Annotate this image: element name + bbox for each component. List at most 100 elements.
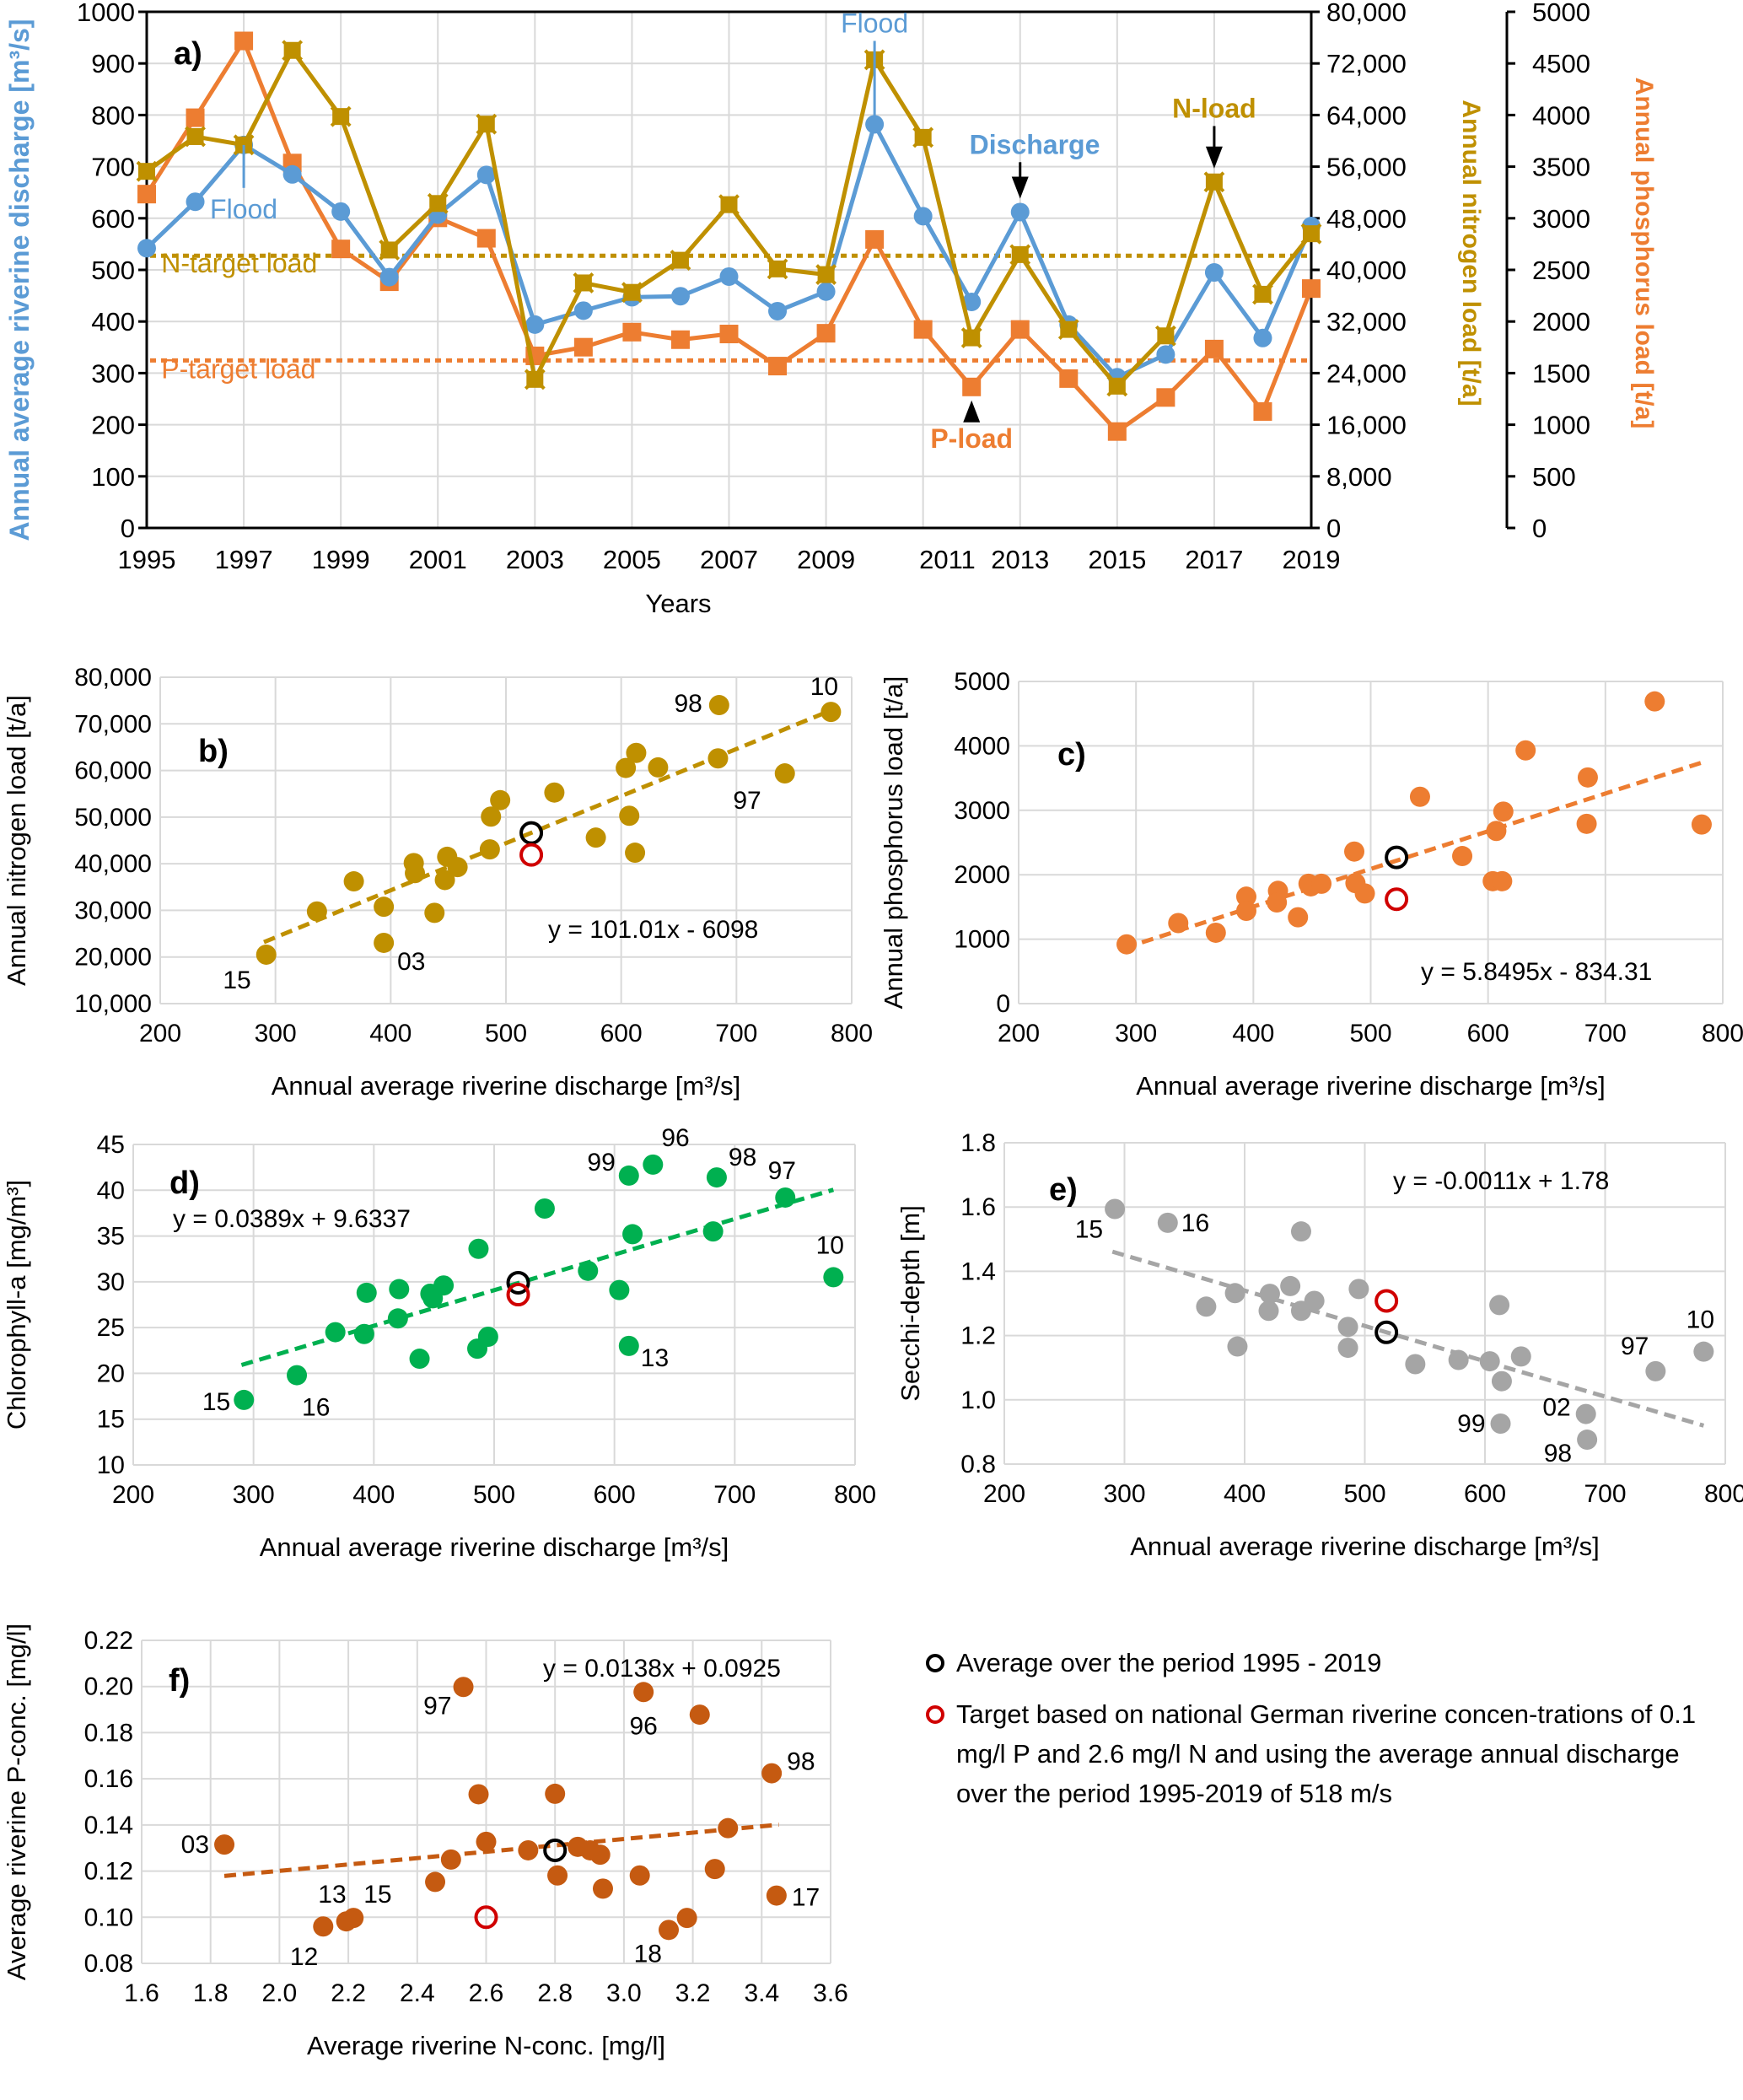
data-point [1515,740,1536,761]
tick-label-y: 0.08 [84,1950,133,1978]
data-point-n-load [330,105,352,127]
data-point [578,1260,599,1281]
marker-x [1106,375,1128,397]
data-point-n-load [912,127,934,148]
data-point-discharge [379,267,399,287]
point-label: 98 [729,1144,756,1171]
data-point-p-load [913,320,933,339]
tick-label-right-nitrogen: 48,000 [1326,204,1407,234]
point-label: 12 [290,1943,318,1971]
data-point [676,1908,697,1929]
data-point [434,870,455,891]
data-point [343,1908,364,1929]
average-marker-icon [926,1654,944,1672]
data-point-p-load [622,322,642,342]
tick-label-y: 2000 [954,861,1010,889]
tick-label-right-nitrogen: 56,000 [1326,153,1407,182]
tick-label-x: 200 [998,1020,1040,1047]
data-point [1452,846,1473,867]
legend-average-text: Average over the period 1995 - 2019 [956,1648,1382,1677]
data-point [476,1831,497,1852]
data-point [1492,870,1513,891]
point-label: 17 [792,1884,820,1912]
marker-x [1057,319,1079,341]
data-point [479,839,500,860]
point-label: 15 [363,1881,391,1909]
tick-label-y: 0.10 [84,1903,133,1931]
tick-label-x: 1.6 [124,1979,159,2007]
tick-label-x: 2005 [603,545,661,574]
arrow-head-icon [1205,146,1223,169]
tick-label-x: 400 [1232,1020,1274,1047]
tick-label-y: 4000 [954,732,1010,760]
tick-label-y: 20,000 [74,944,152,972]
data-point [1577,767,1598,788]
data-point [1577,1430,1598,1451]
data-point-discharge [913,207,933,226]
tick-label-x: 3.0 [606,1979,642,2007]
tick-label-right-phosphorus: 1000 [1532,411,1590,440]
point-label: 96 [661,1124,689,1152]
data-point [447,857,468,878]
data-point-n-load [476,113,498,135]
tick-label-left: 600 [91,204,135,234]
data-point-n-load [960,327,982,348]
average-marker [506,1270,530,1295]
tick-label-x: 500 [1343,1480,1385,1508]
data-point [1280,1275,1301,1296]
axis-title-right-nitrogen: Annual nitrogen load [t/a] [1457,100,1485,406]
tick-label-x: 700 [715,1020,757,1047]
tick-label-x: 2017 [1185,545,1243,574]
tick-label-x: 400 [352,1481,395,1509]
panel-b: 200 300 400 500 600 700 800 10,000 20,000 30,000 4… [2,664,873,1101]
tick-label-x: 600 [594,1481,636,1509]
point-label: 99 [1457,1410,1485,1438]
data-point [1168,913,1189,934]
data-point [1486,821,1507,842]
data-point-p-load [670,330,690,349]
data-point [592,1878,613,1899]
point-label: 18 [634,1940,662,1968]
data-point [356,1282,377,1303]
tick-label-y: 30,000 [74,897,152,924]
data-point-discharge [573,301,593,320]
marker-x [1154,325,1176,347]
trend-line [1111,1249,1705,1428]
tick-label-right-phosphorus: 4500 [1532,49,1590,78]
tick-label-x: 600 [1464,1480,1506,1508]
tick-label-x: 500 [485,1020,527,1047]
data-point [477,1327,498,1347]
data-point-n-load [767,258,788,280]
marker-x [379,240,401,261]
tick-label-right-nitrogen: 16,000 [1326,411,1407,440]
data-point-p-load [768,357,788,376]
tick-label-y: 70,000 [74,710,152,738]
tick-label-x: 2007 [700,545,758,574]
data-point [287,1365,308,1386]
panel-label: c) [1057,737,1086,773]
data-point [1576,813,1597,834]
axis-title-y: Chlorophyll-a [mg/m³] [2,1180,31,1430]
data-point [544,782,565,803]
tick-label-x: 300 [233,1481,275,1509]
data-point [1205,922,1226,943]
point-label: 03 [181,1831,209,1859]
data-point [718,1817,739,1839]
arrow-head-icon [1011,176,1029,199]
annotation-p-target-load: P-target load [161,354,315,385]
target-marker [519,843,544,867]
data-point-discharge [186,192,205,212]
data-point [468,1238,489,1259]
axis-title-y: Average riverine P-conc. [mg/l] [2,1623,31,1980]
data-point-n-load [1154,325,1176,347]
tick-label-y: 40,000 [74,850,152,878]
data-point [433,1275,455,1296]
data-point-p-load [1059,369,1079,388]
average-marker [1374,1320,1399,1344]
annotation-discharge: Discharge [970,129,1100,159]
data-point-n-load [1106,375,1128,397]
data-point-n-load [718,194,740,216]
data-point [1493,801,1514,822]
axis-title-y: Annual phosphorus load [t/a] [879,676,908,1010]
tick-label-right-nitrogen: 80,000 [1326,0,1407,27]
